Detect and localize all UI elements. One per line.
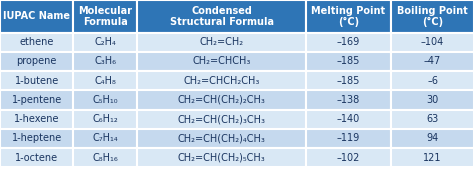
Text: –140: –140 (337, 114, 360, 124)
Bar (391, 33, 474, 52)
Text: Molecular
Formula: Molecular Formula (79, 6, 132, 27)
Bar (391, 52, 474, 71)
Text: –119: –119 (337, 133, 360, 143)
Text: CH₂=CH₂: CH₂=CH₂ (200, 37, 244, 47)
Bar (0, 0, 73, 33)
Bar (137, 33, 306, 52)
Bar (306, 71, 391, 90)
Bar (73, 52, 137, 71)
Text: C₄H₈: C₄H₈ (94, 76, 117, 86)
Text: C₇H₁₄: C₇H₁₄ (92, 133, 118, 143)
Text: 30: 30 (427, 95, 438, 105)
Text: CH₂=CH(CH₂)₃CH₃: CH₂=CH(CH₂)₃CH₃ (178, 114, 265, 124)
Bar (0, 110, 73, 129)
Bar (391, 110, 474, 129)
Bar (73, 71, 137, 90)
Bar (306, 90, 391, 110)
Text: CH₂=CHCH₂CH₃: CH₂=CHCH₂CH₃ (183, 76, 260, 86)
Bar (0, 71, 73, 90)
Text: 1-butene: 1-butene (15, 76, 59, 86)
Text: 1-hexene: 1-hexene (14, 114, 59, 124)
Text: Melting Point
(°C): Melting Point (°C) (311, 6, 385, 27)
Bar (391, 90, 474, 110)
Text: –185: –185 (337, 56, 360, 66)
Bar (137, 148, 306, 167)
Bar (0, 90, 73, 110)
Text: Condensed
Structural Formula: Condensed Structural Formula (170, 6, 273, 27)
Bar (137, 90, 306, 110)
Text: CH₂=CH(CH₂)₂CH₃: CH₂=CH(CH₂)₂CH₃ (178, 95, 265, 105)
Bar (73, 33, 137, 52)
Text: CH₂=CH(CH₂)₄CH₃: CH₂=CH(CH₂)₄CH₃ (178, 133, 265, 143)
Bar (0, 52, 73, 71)
Bar (73, 148, 137, 167)
Text: C₈H₁₆: C₈H₁₆ (92, 153, 118, 163)
Bar (391, 0, 474, 33)
Bar (137, 129, 306, 148)
Text: –138: –138 (337, 95, 360, 105)
Bar (0, 129, 73, 148)
Bar (137, 110, 306, 129)
Text: ethene: ethene (19, 37, 54, 47)
Bar (73, 90, 137, 110)
Bar (391, 148, 474, 167)
Bar (306, 52, 391, 71)
Text: C₂H₄: C₂H₄ (94, 37, 117, 47)
Bar (0, 33, 73, 52)
Text: –169: –169 (337, 37, 360, 47)
Text: C₃H₆: C₃H₆ (94, 56, 117, 66)
Text: –185: –185 (337, 76, 360, 86)
Bar (306, 0, 391, 33)
Text: propene: propene (17, 56, 57, 66)
Text: –102: –102 (337, 153, 360, 163)
Bar (73, 110, 137, 129)
Text: 1-heptene: 1-heptene (11, 133, 62, 143)
Bar (391, 129, 474, 148)
Text: 1-pentene: 1-pentene (11, 95, 62, 105)
Text: 63: 63 (427, 114, 438, 124)
Text: 1-octene: 1-octene (15, 153, 58, 163)
Text: C₆H₁₂: C₆H₁₂ (92, 114, 118, 124)
Bar (73, 0, 137, 33)
Bar (306, 33, 391, 52)
Text: 94: 94 (427, 133, 438, 143)
Text: IUPAC Name: IUPAC Name (3, 11, 70, 21)
Text: Boiling Point
(°C): Boiling Point (°C) (397, 6, 468, 27)
Bar (137, 0, 306, 33)
Text: C₅H₁₀: C₅H₁₀ (92, 95, 118, 105)
Bar (73, 129, 137, 148)
Bar (391, 71, 474, 90)
Text: –47: –47 (424, 56, 441, 66)
Text: –6: –6 (427, 76, 438, 86)
Bar (306, 110, 391, 129)
Text: 121: 121 (423, 153, 442, 163)
Bar (306, 148, 391, 167)
Text: CH₂=CH(CH₂)₅CH₃: CH₂=CH(CH₂)₅CH₃ (178, 153, 265, 163)
Bar (137, 52, 306, 71)
Bar (0, 148, 73, 167)
Text: CH₂=CHCH₃: CH₂=CHCH₃ (192, 56, 251, 66)
Text: –104: –104 (421, 37, 444, 47)
Bar (137, 71, 306, 90)
Bar (306, 129, 391, 148)
